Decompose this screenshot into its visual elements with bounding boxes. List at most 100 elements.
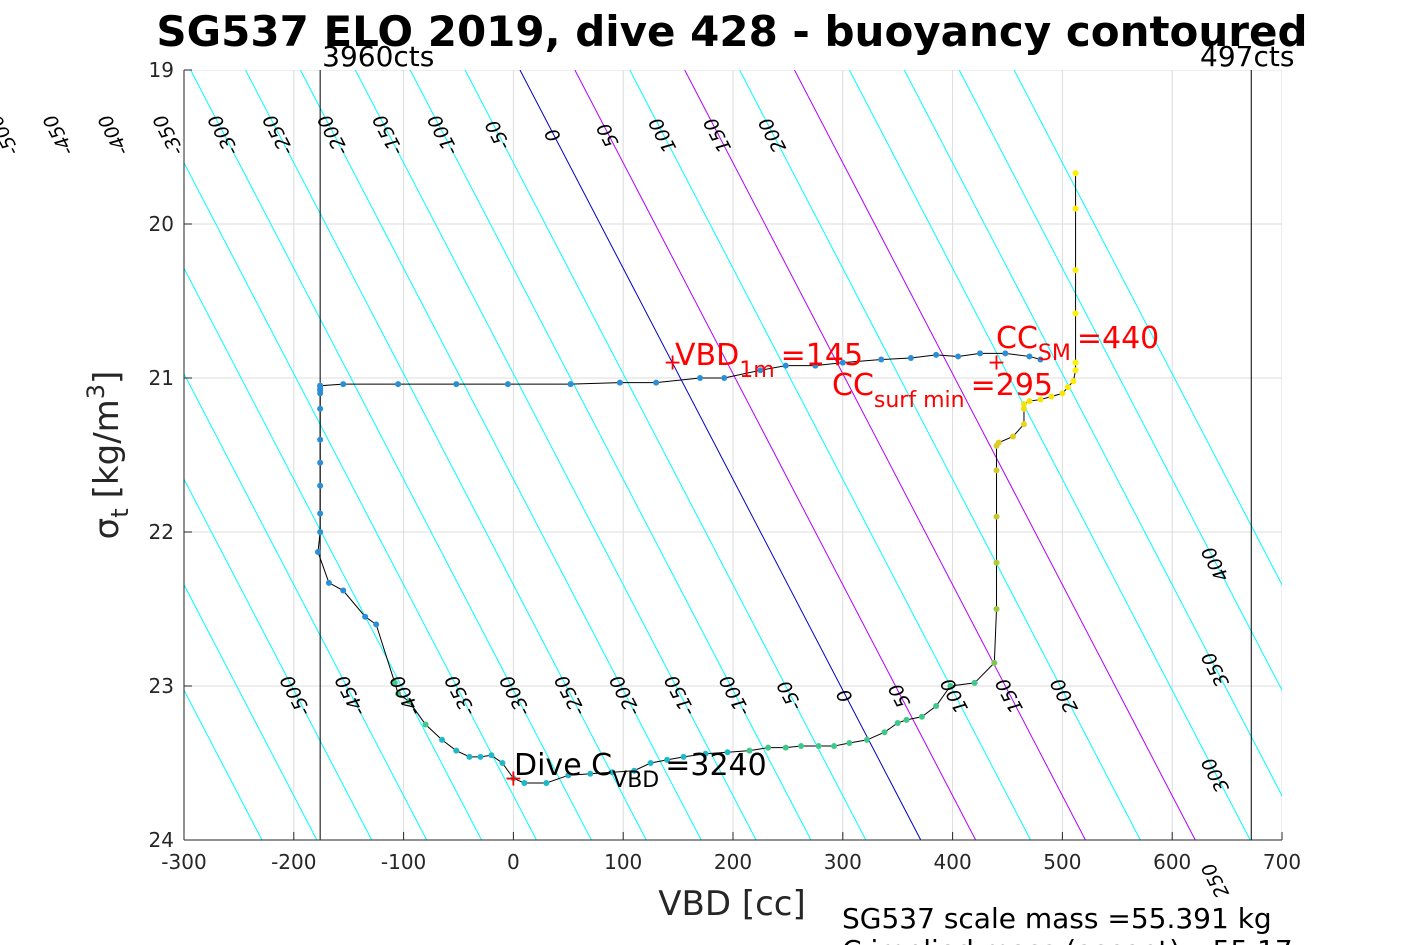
data-point [1026, 398, 1033, 405]
data-point [846, 739, 853, 746]
data-point [466, 753, 473, 760]
data-point [406, 698, 413, 705]
data-point [317, 459, 324, 466]
x-tick-label: 400 [934, 850, 972, 874]
data-point [453, 747, 460, 754]
data-point [1064, 384, 1071, 391]
contour-line [464, 70, 867, 840]
annotation-marker: + [987, 351, 1005, 376]
contour-line [184, 161, 537, 840]
x-tick-label: 0 [507, 850, 520, 874]
contour-label: -250 [551, 671, 590, 719]
contour-line [184, 267, 483, 840]
contour-line [848, 70, 1251, 840]
contour-label: 50 [885, 680, 916, 712]
data-point [918, 713, 925, 720]
data-point [971, 679, 978, 686]
x-tick-label: -200 [271, 850, 316, 874]
y-axis-label: σt [kg/m3] [82, 371, 134, 540]
contour-label: 250 [1198, 859, 1234, 901]
y-label-sup: 3 [82, 384, 110, 399]
data-point [477, 753, 484, 760]
y-tick-label: 20 [149, 212, 174, 236]
contour-label: 50 [593, 119, 624, 151]
data-point [839, 359, 846, 366]
data-point [647, 760, 654, 766]
contour-line [184, 478, 373, 840]
data-point [653, 379, 660, 386]
contour-label: 300 [1198, 754, 1234, 796]
y-tick-label: 19 [149, 58, 174, 82]
implied-mass-text: C implied mass (ascent) =55.17 [842, 934, 1293, 945]
x-tick-label: 100 [604, 850, 642, 874]
contour-label: -50 [481, 116, 515, 154]
data-point [812, 362, 819, 369]
data-point [1020, 405, 1027, 412]
annotation-label: Dive CVBD =3240 [514, 748, 767, 793]
y-ticks: 19 20 21 22 23 24 [149, 58, 192, 852]
contour-line [409, 70, 812, 840]
contour-line [574, 70, 977, 840]
data-point [993, 606, 1000, 612]
y-tick-label: 23 [149, 674, 174, 698]
contour-label: 150 [992, 674, 1028, 716]
data-point [499, 760, 506, 766]
data-point [1072, 367, 1079, 374]
data-point [314, 549, 321, 556]
y-label-close: ] [87, 371, 127, 384]
contour-label: 0 [832, 685, 857, 706]
contour-label: -450 [39, 111, 78, 159]
contour-label: 150 [700, 114, 736, 156]
annotation-label: VBD1m =145 [675, 338, 863, 383]
data-point [1072, 267, 1079, 274]
contour-label: -500 [0, 111, 24, 159]
contour-label: -200 [606, 671, 645, 719]
data-point [340, 381, 347, 388]
chart-title: SG537 ELO 2019, dive 428 - buoyancy cont… [156, 7, 1307, 56]
contour-label: -50 [773, 677, 807, 715]
data-point [325, 579, 332, 586]
contour-line [299, 70, 702, 840]
contour-label: -150 [369, 111, 408, 159]
data-point [567, 381, 574, 388]
data-point [765, 744, 772, 751]
data-point [746, 747, 753, 754]
data-point [362, 613, 369, 620]
data-point [863, 736, 870, 743]
data-point [439, 736, 446, 743]
count-limit-label: 3960cts [322, 40, 434, 73]
contour-line [739, 70, 1141, 840]
contour-label: -500 [276, 671, 315, 719]
count-limit-lines: 3960cts 497cts [319, 40, 1294, 840]
data-point [395, 381, 402, 388]
contour-line [1013, 70, 1282, 586]
x-tick-label: 200 [714, 850, 752, 874]
contour-label: -100 [715, 671, 754, 719]
data-point [1037, 396, 1044, 403]
data-point [1026, 353, 1033, 360]
x-tick-label: -100 [381, 850, 426, 874]
data-point [1072, 170, 1079, 177]
contour-line [245, 70, 647, 840]
data-point [422, 721, 429, 728]
contour-line [354, 70, 757, 840]
contour-label: 200 [1046, 674, 1082, 716]
x-tick-label: 300 [824, 850, 862, 874]
data-point [1020, 401, 1027, 408]
contour-label: -100 [424, 111, 463, 159]
data-point [395, 690, 402, 697]
data-point [993, 467, 1000, 474]
contour-line [903, 70, 1282, 797]
contour-label: 100 [645, 114, 681, 156]
y-label-sub: t [106, 508, 134, 517]
data-point [1072, 310, 1079, 317]
data-point [977, 350, 984, 357]
buoyancy-contours [184, 70, 1282, 840]
data-point [1072, 359, 1079, 366]
annotation-label: CCSM =440 [996, 321, 1159, 366]
contour-label: 100 [937, 674, 973, 716]
contour-line [184, 583, 318, 840]
contour-line [184, 689, 263, 840]
contour-label: -350 [149, 111, 188, 159]
data-point [680, 753, 687, 760]
